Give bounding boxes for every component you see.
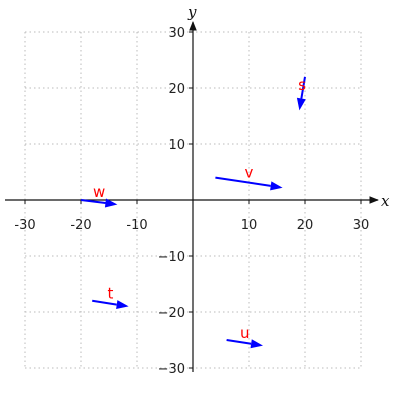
x-axis-label: x [381,192,390,210]
y-axis-label: y [187,3,197,21]
y-tick-label: 10 [168,138,185,153]
vector-v-shaft [215,176,271,187]
vector-v-label: v [245,164,254,182]
tick-labels: -30 -20 -10 10 20 30 −30 −20 −10 10 20 30 [14,26,369,377]
x-tick-label: -10 [126,218,147,233]
vector-s-head [296,97,306,111]
y-tick-label: 30 [168,26,185,41]
vector-v-head [270,181,283,191]
y-tick-label: −20 [158,306,185,321]
x-tick-label: 30 [353,218,370,233]
vector-u-head [250,339,263,349]
vector-w-label: w [93,183,105,201]
vector-u-shaft [226,339,252,345]
x-tick-label: 20 [297,218,314,233]
x-tick-label: -30 [14,218,35,233]
vector-w-shaft [80,199,106,205]
vector-w-head [104,198,118,208]
vector-t-label: t [107,285,113,303]
vector-t-head [116,300,129,309]
x-tick-label: 10 [241,218,258,233]
vector-s-label: s [298,76,306,94]
vector-s-shaft [300,76,306,99]
axes [5,21,379,372]
vectors: s v w t u [80,76,306,349]
vector-t-shaft [92,299,117,306]
y-tick-label: −30 [158,362,185,377]
y-tick-label: −10 [158,250,185,265]
x-tick-label: -20 [70,218,91,233]
vector-u-label: u [240,324,250,342]
y-tick-label: 20 [168,82,185,97]
